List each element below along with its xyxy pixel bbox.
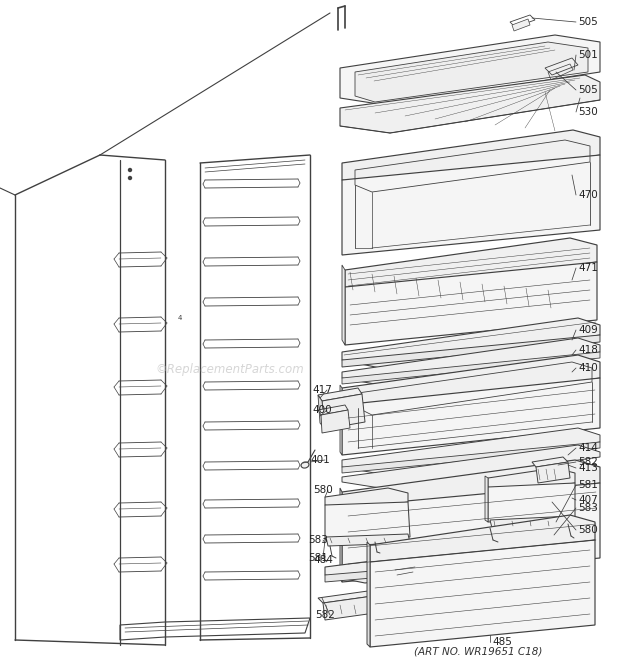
Polygon shape [342, 352, 600, 384]
Text: 413: 413 [578, 463, 598, 473]
Polygon shape [545, 58, 578, 75]
Text: 581: 581 [578, 480, 598, 490]
Text: 401: 401 [310, 455, 330, 465]
Polygon shape [340, 75, 600, 133]
Polygon shape [322, 394, 365, 429]
Polygon shape [326, 534, 410, 546]
Polygon shape [342, 483, 600, 582]
Text: 582: 582 [578, 457, 598, 467]
Text: 505: 505 [578, 85, 598, 95]
Text: 410: 410 [578, 363, 598, 373]
Polygon shape [325, 502, 410, 540]
Polygon shape [345, 262, 597, 345]
Polygon shape [340, 35, 600, 105]
Text: 417: 417 [312, 385, 332, 395]
Text: 484: 484 [313, 555, 333, 565]
Polygon shape [342, 442, 600, 473]
Text: 407: 407 [578, 495, 598, 505]
Polygon shape [342, 318, 600, 368]
Polygon shape [355, 42, 588, 102]
Text: 501: 501 [578, 50, 598, 60]
Polygon shape [342, 428, 600, 474]
Polygon shape [325, 488, 408, 511]
Text: ©ReplacementParts.com: ©ReplacementParts.com [156, 364, 304, 377]
Polygon shape [342, 335, 600, 367]
Polygon shape [318, 388, 362, 401]
Polygon shape [342, 338, 600, 385]
Polygon shape [318, 590, 380, 603]
Text: 582: 582 [315, 610, 335, 620]
Text: 485: 485 [492, 637, 512, 647]
Polygon shape [342, 378, 600, 455]
Polygon shape [367, 542, 370, 647]
Polygon shape [318, 395, 325, 429]
Polygon shape [321, 410, 350, 433]
Text: 581: 581 [308, 553, 328, 563]
Text: 505: 505 [578, 17, 598, 27]
Polygon shape [512, 19, 530, 31]
Polygon shape [342, 130, 600, 188]
Polygon shape [342, 155, 600, 255]
Polygon shape [490, 516, 574, 528]
Polygon shape [340, 385, 342, 455]
Text: 530: 530 [578, 107, 598, 117]
Text: 583: 583 [308, 535, 328, 545]
Polygon shape [342, 445, 600, 488]
Polygon shape [485, 476, 488, 522]
Text: 409: 409 [578, 325, 598, 335]
Circle shape [128, 169, 131, 171]
Polygon shape [370, 540, 595, 647]
Text: 418: 418 [578, 345, 598, 355]
Polygon shape [342, 355, 600, 412]
Text: 400: 400 [312, 405, 332, 415]
Polygon shape [488, 483, 575, 522]
Polygon shape [370, 515, 595, 570]
Polygon shape [345, 238, 597, 294]
Polygon shape [318, 405, 348, 415]
Polygon shape [340, 488, 342, 582]
Text: 471: 471 [578, 263, 598, 273]
Polygon shape [532, 457, 568, 467]
Ellipse shape [301, 462, 309, 468]
Text: 580: 580 [578, 525, 598, 535]
Polygon shape [342, 460, 600, 515]
Polygon shape [325, 537, 585, 583]
Polygon shape [323, 595, 382, 620]
Text: 470: 470 [578, 190, 598, 200]
Polygon shape [342, 265, 345, 345]
Polygon shape [325, 553, 585, 582]
Text: 583: 583 [578, 503, 598, 513]
Text: 414: 414 [578, 443, 598, 453]
Text: (ART NO. WR19651 C18): (ART NO. WR19651 C18) [414, 647, 542, 657]
Polygon shape [488, 468, 575, 493]
Text: 580: 580 [313, 485, 333, 495]
Circle shape [128, 176, 131, 180]
Text: 4: 4 [178, 315, 182, 321]
Polygon shape [536, 462, 570, 483]
